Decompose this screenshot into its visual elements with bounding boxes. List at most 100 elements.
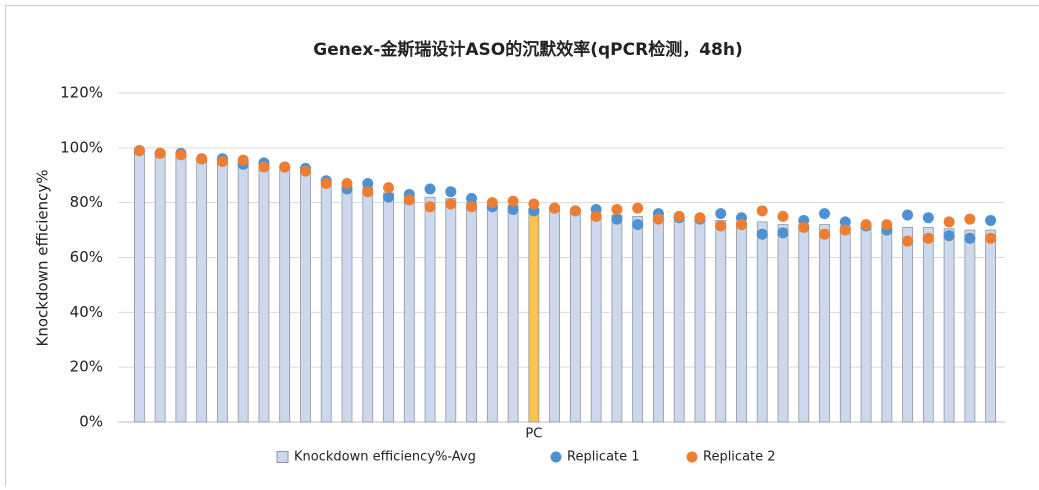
bar [778, 225, 788, 422]
point [715, 208, 726, 219]
point [798, 222, 809, 233]
point [528, 199, 539, 210]
point [258, 162, 269, 173]
point [778, 211, 789, 222]
y-tick-label: 60% [70, 248, 103, 266]
bar [176, 155, 186, 422]
bar [384, 193, 394, 422]
point [923, 212, 934, 223]
legend-swatch [551, 452, 562, 463]
bar [820, 225, 830, 422]
bar [570, 211, 580, 422]
point [964, 214, 975, 225]
point [611, 214, 622, 225]
point [300, 166, 311, 177]
bar [633, 216, 643, 422]
x-tick-label: PC [525, 427, 542, 442]
point [425, 201, 436, 212]
point [964, 233, 975, 244]
point [881, 219, 892, 230]
point [778, 227, 789, 238]
bar [467, 203, 477, 422]
legend-label: Knockdown efficiency%-Avg [294, 450, 476, 465]
point [342, 178, 353, 189]
bar [280, 167, 290, 422]
bar [508, 205, 518, 422]
point [715, 220, 726, 231]
bar [923, 227, 933, 422]
point [155, 148, 166, 159]
bar [197, 159, 207, 422]
bar [882, 227, 892, 422]
point [944, 216, 955, 227]
point [175, 149, 186, 160]
point [508, 196, 519, 207]
bar [903, 227, 913, 422]
point [632, 203, 643, 214]
point [840, 225, 851, 236]
point [902, 210, 913, 221]
chart-title: Genex-金斯瑞设计ASO的沉默效率(qPCR检测，48h) [313, 39, 742, 60]
bar [965, 230, 975, 422]
y-tick-label: 100% [60, 138, 103, 156]
bar [653, 216, 663, 422]
point [591, 211, 602, 222]
bar [155, 153, 165, 422]
bar [861, 226, 871, 422]
point [902, 236, 913, 247]
point [736, 219, 747, 230]
point [923, 233, 934, 244]
point [694, 212, 705, 223]
bar [799, 225, 809, 422]
bar [238, 162, 248, 422]
point [487, 197, 498, 208]
point [611, 204, 622, 215]
point [425, 183, 436, 194]
point [445, 186, 456, 197]
point [985, 215, 996, 226]
bar [674, 218, 684, 422]
legend-swatch [277, 452, 288, 463]
bar [363, 188, 373, 422]
bar [757, 222, 767, 422]
point [279, 162, 290, 173]
bar [404, 197, 414, 422]
point [985, 233, 996, 244]
point [674, 211, 685, 222]
point [653, 214, 664, 225]
point [549, 203, 560, 214]
y-tick-label: 20% [70, 358, 103, 376]
bar [134, 151, 144, 422]
bar [217, 160, 227, 422]
point [861, 219, 872, 230]
legend-label: Replicate 2 [703, 450, 776, 465]
bar [321, 182, 331, 422]
point [819, 229, 830, 240]
y-tick-label: 120% [60, 84, 103, 102]
y-tick-label: 0% [79, 413, 103, 431]
point [570, 205, 581, 216]
bar [425, 197, 435, 422]
bar [259, 164, 269, 422]
y-axis-label: Knockdown efficiency% [34, 170, 52, 347]
bar [529, 208, 539, 422]
bar [986, 230, 996, 422]
point [944, 230, 955, 241]
point [757, 205, 768, 216]
point [466, 201, 477, 212]
bar [446, 199, 456, 422]
point [445, 199, 456, 210]
legend-swatch [687, 452, 698, 463]
point [383, 182, 394, 193]
bar [612, 215, 622, 422]
point [321, 178, 332, 189]
bar [840, 226, 850, 422]
point [238, 155, 249, 166]
bar [944, 229, 954, 422]
point [362, 186, 373, 197]
y-tick-label: 80% [70, 193, 103, 211]
legend-label: Replicate 1 [567, 450, 640, 465]
point [819, 208, 830, 219]
bar [487, 205, 497, 422]
